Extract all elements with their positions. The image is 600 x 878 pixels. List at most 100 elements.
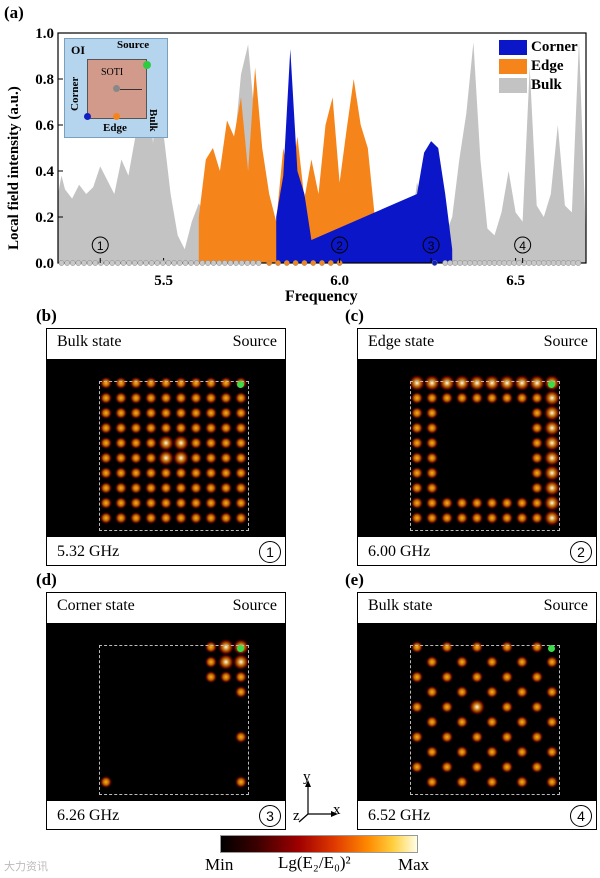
eigenmode-marker [575, 260, 582, 266]
eigenmode-marker [188, 260, 194, 266]
y-tick-label: 0.6 [35, 118, 54, 134]
eigenmode-marker [506, 260, 513, 266]
panel-a-label: (a) [4, 3, 24, 22]
source-label: Source [543, 597, 588, 614]
eigenmode-marker [86, 260, 93, 266]
axes-glyph [298, 780, 338, 823]
eigenmode-marker [171, 260, 178, 266]
eigenmode-marker [457, 260, 463, 266]
eigenmode-marker [540, 260, 547, 266]
inset-schematic: OI SOTI Source Bulk Corner Edge [64, 38, 168, 138]
panel-d-label: (d) [36, 570, 57, 589]
source-dot [143, 61, 151, 69]
axis-z-letter: z [293, 808, 300, 824]
eigenmode-marker [69, 260, 76, 266]
y-tick-label: 0.0 [35, 256, 54, 272]
field-map-bulk-1: Bulk state Source 5.32 GHz 1 [46, 328, 286, 566]
eigenmode-marker [526, 260, 532, 266]
x-tick-label: 6.0 [330, 273, 349, 289]
marker-circle-3 [422, 236, 440, 254]
source-label: Source [232, 333, 277, 350]
colorbar-max: Max [398, 855, 430, 874]
axis-x-letter: x [333, 802, 341, 818]
bulk-dot [113, 85, 120, 92]
axis-y-letter: y [303, 769, 311, 785]
y-tick-label: 0.4 [35, 164, 54, 180]
oi-label: OI [71, 43, 86, 57]
source-dot [237, 645, 244, 652]
eigenmode-marker [210, 260, 217, 266]
legend-swatch-bulk [499, 78, 527, 93]
corner-dot [84, 113, 91, 120]
eigenmode-marker [250, 260, 256, 266]
field-pattern [358, 623, 596, 801]
panel-c-label: (c) [345, 306, 364, 325]
field-map-bulk-4: Bulk state Source 6.52 GHz 4 [357, 592, 597, 830]
eigenmode-marker [292, 260, 299, 266]
eigenmode-marker [148, 260, 155, 266]
eigenmode-marker [98, 260, 104, 266]
field-pattern [358, 359, 596, 537]
edge-dot [113, 113, 120, 120]
eigenmode-marker [486, 260, 493, 266]
eigenmode-marker [221, 260, 228, 266]
eigenmode-marker [447, 260, 453, 266]
eigenmode-marker [216, 260, 223, 266]
field-map-corner-3: Corner state Source 6.26 GHz 3 [46, 592, 286, 830]
spectrum-chart: 0.0 0.2 0.4 0.6 0.8 1.0 5.5 6.0 6.5 1 2 3 4 [35, 26, 587, 289]
eigenmode-marker [565, 260, 572, 266]
eigenmode-marker [81, 260, 87, 266]
legend-bulk: Bulk [499, 76, 578, 95]
eigenmode-marker [64, 260, 71, 266]
inset-bulk-label: Bulk [147, 109, 159, 132]
eigenmode-marker [283, 260, 290, 266]
dashed-boundary [99, 645, 249, 795]
inset-source-label: Source [117, 39, 150, 51]
series-area-corner [276, 49, 453, 263]
field-pattern [47, 623, 285, 801]
eigenmode-marker [182, 260, 189, 266]
source-dot [237, 381, 244, 388]
eigenmode-marker [466, 260, 473, 266]
eigenmode-marker [319, 260, 325, 266]
frequency-label: 6.52 GHz [368, 807, 431, 824]
soti-label: SOTI [101, 67, 124, 78]
state-label: Bulk state [368, 597, 433, 614]
legend-edge: Edge [499, 57, 578, 76]
marker-number-3: 3 [428, 239, 435, 253]
dashed-boundary [99, 381, 249, 531]
marker-number: 3 [259, 805, 281, 827]
panel-b-label: (b) [36, 306, 57, 325]
eigenmode-marker [233, 260, 239, 266]
eigenmode-marker [481, 260, 488, 266]
eigenmode-marker [560, 260, 567, 266]
source-dot [548, 381, 555, 388]
eigenmode-marker [227, 260, 234, 266]
eigenmode-marker [310, 260, 317, 266]
eigenmode-marker [75, 260, 82, 266]
dashed-boundary [410, 381, 560, 531]
series-area-bulk [58, 39, 586, 264]
eigenmode-marker [275, 260, 281, 266]
series-area-edge [198, 67, 382, 263]
eigenmode-marker [199, 260, 206, 266]
eigenmode-marker [570, 260, 577, 266]
marker-circle-4 [514, 236, 532, 254]
eigenmode-marker [205, 260, 211, 266]
legend-label-bulk: Bulk [531, 77, 562, 93]
eigenmode-marker [126, 260, 132, 266]
state-label: Corner state [57, 597, 135, 614]
eigenmode-marker [193, 260, 200, 266]
frequency-label: 6.00 GHz [368, 543, 431, 560]
legend-label-corner: Corner [531, 39, 578, 55]
y-tick-label: 0.2 [35, 210, 54, 226]
legend-swatch-edge [499, 59, 527, 74]
marker-circle-2 [331, 236, 349, 254]
eigenmode-marker [238, 260, 245, 266]
field-map-edge-2: Edge state Source 6.00 GHz 2 [357, 328, 597, 566]
legend-label-edge: Edge [531, 58, 564, 74]
eigenmode-marker [535, 260, 542, 266]
eigenmode-marker [131, 260, 138, 266]
colorbar-label: Lg(E₂/E₀)² [278, 853, 351, 872]
state-label: Bulk state [57, 333, 122, 350]
